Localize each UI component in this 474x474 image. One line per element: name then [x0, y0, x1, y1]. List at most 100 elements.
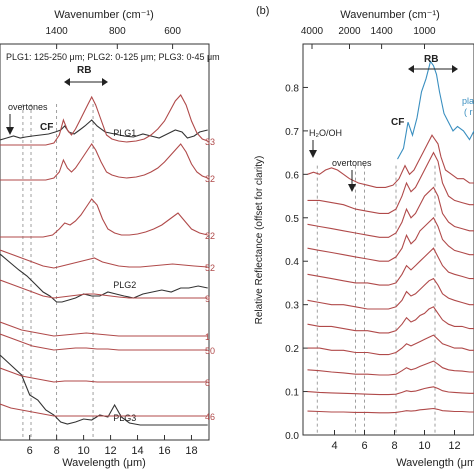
panel-b-y-tick-label: 0.1	[285, 388, 299, 399]
panel-a-series-label: 46	[205, 412, 215, 422]
panel-b-x-tick-label: 12	[448, 440, 460, 452]
panel-b-rb-label: RB	[424, 54, 438, 65]
panel-a-series-label: 9	[205, 294, 210, 304]
panel-b-top-axis-label: Wavenumber (cm⁻¹)	[340, 9, 440, 21]
panel-b-overtones-arrowhead	[348, 184, 356, 192]
panel-b-series-line	[307, 151, 474, 214]
panel-b-series-line	[397, 60, 474, 160]
panel-a-x-tick-label: 6	[27, 445, 33, 457]
panel-a-overtones-label: overtones	[8, 102, 48, 112]
panel-b-label: (b)	[256, 5, 269, 17]
panel-b-series-line	[307, 247, 474, 286]
panel-a-top-tick-label: 800	[109, 26, 126, 37]
panel-b-h2o-arrowhead	[309, 150, 317, 158]
panel-b-y-tick-label: 0.7	[285, 127, 299, 138]
panel-b-series-line	[307, 216, 474, 262]
panel-a-series: PLG1 PLG2 PLG3 33 32 22 52 9 1 50 8 46	[0, 94, 215, 426]
panel-a-series-label: 8	[205, 378, 210, 388]
panel-b-cut-label-1: pla	[462, 96, 474, 106]
panel-a-series-line	[0, 198, 208, 238]
panel-a-rb-arrowhead-left	[64, 78, 70, 86]
panel-b-series-line	[307, 334, 474, 356]
panel-a-top-axis-label: Wavenumber (cm⁻¹)	[54, 9, 154, 21]
panel-a-x-tick-label: 8	[54, 445, 60, 457]
panel-b-series-line	[307, 186, 474, 238]
panel-a-x-ticks: 6 8 10 12 14 16 18	[27, 435, 198, 457]
panel-a-series-label: 22	[205, 231, 215, 241]
panel-b-series-line	[307, 306, 474, 334]
panel-b-reference-lines	[316, 165, 436, 435]
panel-b-x-axis-label: Wavelength (μm)	[396, 457, 474, 469]
panel-b-top-tick-label: 1000	[413, 26, 436, 37]
panel-a-cf-label: CF	[40, 122, 53, 133]
panel-b-y-tick-label: 0.8	[285, 83, 299, 94]
panel-a-series-line	[0, 119, 208, 141]
panel-b-x-tick-label: 10	[418, 440, 430, 452]
panel-a-series-label: PLG3	[113, 413, 136, 423]
panel-b-series-line	[307, 134, 474, 188]
panel-a-series-line	[0, 94, 208, 146]
panel-a-series-line	[0, 321, 208, 337]
panel-a-rb-arrowhead-right	[102, 78, 108, 86]
panel-b-rb-arrowhead-right	[452, 65, 458, 73]
panel-b-cut-label-2: ( r	[464, 107, 473, 117]
panel-b-y-axis-label: Relative Reflectance (offset for clarity…	[254, 156, 265, 325]
panel-a-top-ticks: 1400 800 600	[46, 26, 181, 49]
panel-b-rb-arrowhead-left	[408, 65, 414, 73]
panel-a-series-line	[0, 249, 208, 269]
panel-b-y-tick-label: 0.0	[285, 431, 299, 442]
panel-b-h2o-label: H₂O/OH	[309, 128, 342, 138]
panel-b-x-tick-label: 8	[391, 440, 397, 452]
panel-a-series-line	[0, 333, 208, 351]
panel-b-series	[307, 60, 474, 414]
panel-b-y-tick-label: 0.6	[285, 170, 299, 181]
panel-a-frame	[0, 43, 210, 441]
panel-b-x-ticks: 4 6 8 10 12	[331, 430, 461, 452]
panel-b-series-line	[307, 277, 474, 310]
panel-b-series-line	[307, 360, 474, 376]
panel-a-series-line	[0, 143, 208, 181]
panel-b-series-line	[307, 386, 474, 396]
panel-a-series-label: 32	[205, 174, 215, 184]
panel-a-series-label: 52	[205, 263, 215, 273]
panel-a-top-tick-label: 600	[164, 26, 181, 37]
panel-a-x-tick-label: 18	[185, 445, 197, 457]
panel-a-series-label: 1	[205, 332, 210, 342]
panel-b: (b) Wavenumber (cm⁻¹) 4000 2000 1400 1000 R…	[254, 5, 474, 469]
panel-a-legend-text: PLG1: 125-250 μm; PLG2: 0-125 μm; PLG3: …	[6, 52, 220, 62]
panel-b-y-tick-label: 0.2	[285, 344, 299, 355]
panel-a-reference-lines	[22, 104, 94, 440]
panel-a-series-label: 33	[205, 137, 215, 147]
panel-b-top-tick-label: 2000	[338, 26, 361, 37]
panel-a-series-line	[0, 253, 208, 303]
panel-a-series-line	[0, 279, 208, 299]
panel-b-overtones-label: overtones	[332, 158, 372, 168]
panel-b-y-ticks: 0.0 0.1 0.2 0.3 0.4 0.5 0.6 0.7 0.8	[285, 43, 308, 442]
panel-b-frame	[302, 43, 474, 436]
panel-b-x-tick-label: 4	[331, 440, 337, 452]
panel-a-x-tick-label: 10	[77, 445, 89, 457]
panel-a-x-tick-label: 12	[104, 445, 116, 457]
panel-b-top-tick-label: 1400	[370, 26, 393, 37]
panel-a-top-tick-label: 1400	[46, 26, 69, 37]
panel-b-series-line	[307, 407, 474, 414]
panel-a-series-line	[0, 354, 208, 426]
panel-a-series-line	[0, 403, 208, 417]
panel-a-annotations: overtones CF RB	[6, 65, 108, 135]
panel-b-top-ticks: 4000 2000 1400 1000	[301, 26, 436, 49]
panel-a-series-line	[0, 367, 208, 383]
panel-b-top-tick-label: 4000	[301, 26, 324, 37]
panel-a-series-label: PLG1	[113, 128, 136, 138]
panel-a-x-axis-label: Wavelength (μm)	[62, 457, 146, 469]
panel-a-series-label: PLG2	[113, 280, 136, 290]
panel-a-x-tick-label: 16	[158, 445, 170, 457]
panel-b-annotations: H₂O/OH overtones CF RB pla ( r	[309, 54, 474, 192]
panel-a: Wavenumber (cm⁻¹) 1400 800 600 PLG1: 125-2…	[0, 9, 220, 469]
panel-b-x-tick-label: 6	[361, 440, 367, 452]
panel-b-y-tick-label: 0.3	[285, 301, 299, 312]
panel-a-series-label: 50	[205, 346, 215, 356]
panel-a-x-tick-label: 14	[131, 445, 143, 457]
panel-a-rb-label: RB	[77, 65, 91, 76]
panel-b-y-tick-label: 0.5	[285, 214, 299, 225]
